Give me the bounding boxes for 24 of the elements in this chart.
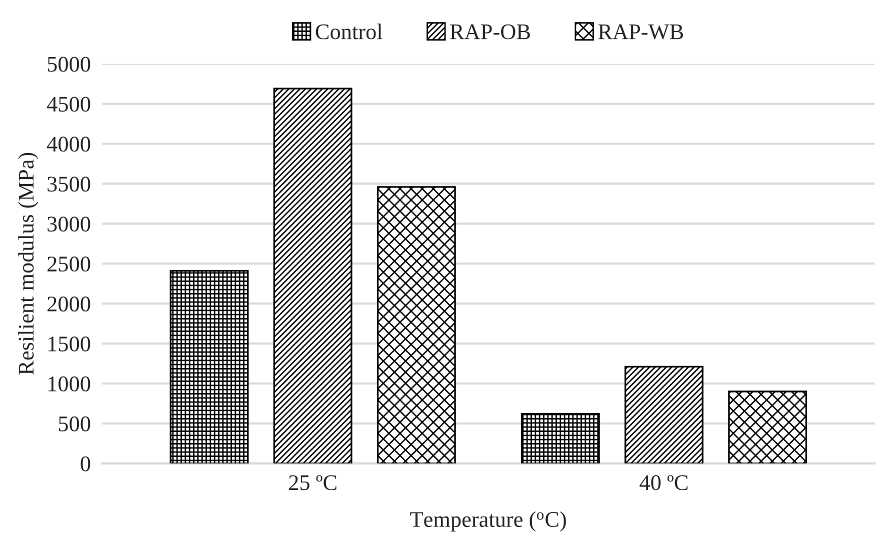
bar: [170, 270, 249, 464]
y-tick-label: 4000: [47, 136, 90, 152]
legend-label: RAP-OB: [450, 24, 530, 40]
bar: [624, 366, 704, 464]
y-tick-label: 500: [58, 416, 90, 432]
bar: [520, 413, 600, 464]
x-tick-label: 40 ºC: [640, 475, 688, 490]
legend-label: RAP-WB: [598, 24, 684, 40]
y-tick-label: 3500: [48, 176, 90, 192]
bar: [728, 390, 808, 464]
x-tick-label: 25 ºC: [289, 475, 336, 490]
legend-label: Control: [316, 24, 382, 40]
y-tick-label: 2500: [48, 256, 90, 272]
y-tick-label: 3000: [48, 216, 90, 232]
y-tick-label: 1000: [48, 376, 90, 392]
bar: [273, 88, 352, 464]
bar: [376, 186, 456, 464]
y-tick-label: 4500: [47, 96, 90, 112]
y-axis-title: Resilient modulus (MPa): [18, 152, 38, 375]
y-tick-label: 5000: [48, 56, 90, 72]
y-tick-label: 2000: [48, 296, 90, 312]
y-tick-label: 1500: [48, 336, 90, 352]
y-tick-label: 0: [80, 456, 90, 472]
x-axis-title: Temperature ($^{o}$C): [410, 511, 566, 532]
